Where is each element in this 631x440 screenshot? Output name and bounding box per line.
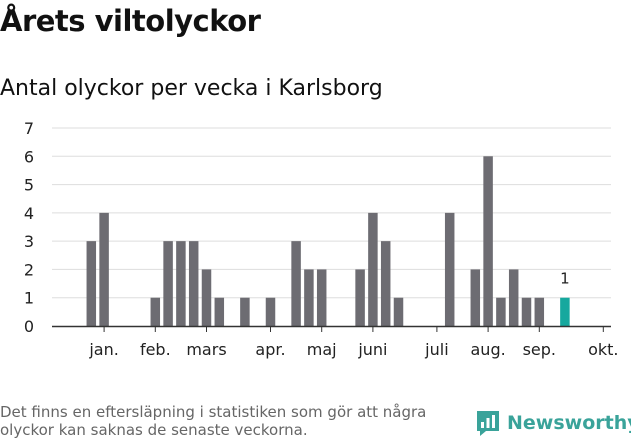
y-tick-label: 1 bbox=[24, 289, 34, 308]
bar bbox=[163, 241, 173, 326]
data-label: 1 bbox=[560, 270, 570, 288]
bar bbox=[188, 241, 199, 326]
bar bbox=[99, 212, 109, 326]
bar bbox=[291, 241, 301, 326]
bar-chart: 0 1 2 3 4 5 6 7 1 jan. feb. mars apr. maj juni juli aug.… bbox=[24, 119, 619, 359]
x-tick-label: juli bbox=[424, 340, 448, 359]
bar bbox=[496, 297, 506, 326]
bar bbox=[393, 297, 404, 326]
x-tick-label: mars bbox=[186, 340, 226, 359]
bar bbox=[150, 297, 161, 326]
bar bbox=[201, 269, 212, 326]
y-tick-label: 7 bbox=[24, 119, 34, 138]
x-tick-label: apr. bbox=[255, 340, 285, 359]
bar bbox=[86, 241, 97, 326]
bar bbox=[304, 269, 314, 326]
y-tick-label: 5 bbox=[24, 176, 34, 195]
y-tick-label: 0 bbox=[24, 317, 34, 336]
y-tick-label: 4 bbox=[24, 204, 34, 223]
bar bbox=[521, 297, 532, 326]
footnote: Det finns en eftersläpning i statistiken… bbox=[0, 403, 427, 439]
bar bbox=[508, 269, 519, 326]
x-tick-label: sep. bbox=[523, 340, 556, 359]
chart-title: Årets viltolyckor bbox=[0, 4, 261, 38]
bar bbox=[470, 269, 481, 326]
x-tick-label: aug. bbox=[471, 340, 506, 359]
bar bbox=[240, 297, 250, 326]
bar-highlight bbox=[560, 297, 570, 326]
y-tick-label: 2 bbox=[24, 260, 34, 279]
bar bbox=[176, 241, 186, 326]
x-tick-label: juni bbox=[357, 340, 387, 359]
newsworthy-logo: Newsworthy bbox=[475, 406, 631, 440]
x-tick-label: jan. bbox=[88, 340, 118, 359]
bar bbox=[265, 297, 276, 326]
x-tick-label: feb. bbox=[140, 340, 171, 359]
bar bbox=[368, 212, 378, 326]
bar bbox=[214, 297, 225, 326]
x-tick-label: maj bbox=[307, 340, 337, 359]
chart-subtitle: Antal olyckor per vecka i Karlsborg bbox=[0, 76, 383, 101]
y-tick-label: 6 bbox=[24, 147, 34, 166]
bar bbox=[355, 269, 365, 326]
brand-name: Newsworthy bbox=[507, 412, 631, 434]
bar bbox=[380, 241, 391, 326]
x-tick-label: okt. bbox=[588, 340, 618, 359]
bar bbox=[444, 212, 455, 326]
bar bbox=[534, 297, 545, 326]
bar bbox=[483, 156, 493, 326]
bar bbox=[316, 269, 327, 326]
y-tick-label: 3 bbox=[24, 232, 34, 251]
newsworthy-logo-icon bbox=[477, 411, 499, 436]
